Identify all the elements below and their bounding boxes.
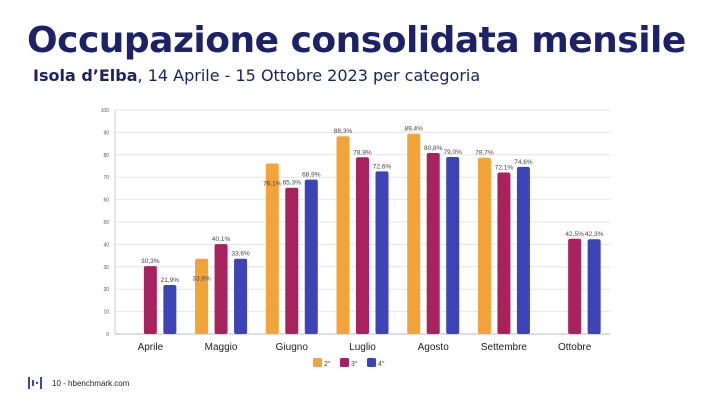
bar: [285, 187, 299, 334]
data-label: 80,8%: [424, 145, 443, 152]
occupancy-bar-chart: 0 10 20 30 40 50 60 70 80 90 100 30,3% 21,9% Aprile 33…: [101, 108, 610, 368]
data-label: 89,4%: [404, 126, 423, 133]
data-label: 42,5%: [565, 231, 584, 238]
footer-site: hbenchmark.com: [68, 378, 130, 388]
data-label: 78,7%: [475, 150, 494, 157]
data-label: 33,6%: [231, 251, 250, 258]
bar: [163, 284, 177, 334]
bar: [407, 133, 421, 334]
x-tick-label: Giugno: [276, 342, 309, 353]
x-tick-label: Maggio: [205, 342, 238, 353]
y-tick-label: 40: [103, 242, 109, 248]
bar: [516, 166, 530, 334]
page-title: Occupazione consolidata mensile: [27, 20, 686, 61]
y-tick-label: 50: [103, 220, 109, 226]
y-tick-label: 80: [103, 153, 109, 159]
x-tick-label: Ottobre: [558, 342, 592, 353]
bar: [375, 171, 389, 334]
footer-separator: -: [63, 378, 66, 388]
data-label: 72,1%: [495, 164, 514, 171]
y-tick-label: 0: [106, 332, 109, 338]
data-label: 42,3%: [585, 231, 604, 238]
legend-label: 4°: [378, 360, 385, 368]
bar: [214, 244, 228, 334]
footer-text: 10 - hbenchmark.com: [52, 379, 129, 388]
data-label: 40,1%: [212, 236, 231, 243]
data-label: 30,3%: [141, 258, 160, 265]
bar: [426, 153, 440, 334]
data-label: 76,1%: [263, 181, 282, 188]
data-label: 21,9%: [161, 277, 180, 284]
legend-label: 2°: [324, 360, 331, 368]
page-subtitle: Isola d’Elba, 14 Aprile - 15 Ottobre 202…: [33, 66, 480, 85]
subtitle-location: Isola d’Elba: [33, 66, 138, 85]
x-tick-label: Settembre: [481, 342, 528, 353]
occupancy-chart: 0 10 20 30 40 50 60 70 80 90 100 30,3% 21,9% Aprile 33…: [80, 98, 620, 378]
y-tick-label: 20: [103, 287, 109, 293]
x-tick-label: Aprile: [138, 342, 164, 353]
legend-swatch: [367, 358, 376, 367]
y-tick-label: 90: [103, 130, 109, 136]
bar: [568, 238, 582, 334]
bar: [195, 258, 209, 334]
data-label: 78,9%: [353, 149, 372, 156]
bar: [234, 258, 248, 334]
x-tick-label: Agosto: [418, 342, 450, 353]
bar: [477, 157, 491, 334]
y-tick-label: 30: [103, 265, 109, 271]
data-label: 79,0%: [443, 149, 462, 156]
y-tick-label: 60: [103, 198, 109, 204]
x-tick-label: Luglio: [349, 342, 376, 353]
y-tick-label: 70: [103, 175, 109, 181]
bar: [446, 157, 460, 334]
subtitle-period: , 14 Aprile - 15 Ottobre 2023 per catego…: [137, 66, 481, 85]
bar: [143, 266, 157, 334]
legend-label: 3°: [351, 360, 358, 368]
bar: [587, 239, 601, 334]
bar: [265, 163, 279, 334]
data-label: 68,9%: [302, 172, 321, 179]
data-label: 74,6%: [514, 159, 533, 166]
bar: [356, 157, 369, 334]
data-label: 65,3%: [283, 180, 302, 187]
data-label: 72,6%: [373, 163, 392, 170]
data-label: 33,6%: [192, 276, 211, 283]
y-tick-label: 10: [103, 310, 109, 316]
bar: [497, 172, 511, 334]
bar: [336, 136, 350, 334]
data-label: 88,3%: [334, 128, 353, 135]
footer: 10 - hbenchmark.com: [28, 376, 129, 390]
y-tick-label: 100: [101, 108, 110, 114]
footer-page-number: 10: [52, 378, 61, 388]
legend-swatch: [340, 358, 349, 367]
bar: [304, 179, 318, 334]
legend-swatch: [313, 358, 322, 367]
hbenchmark-logo-icon: [28, 377, 42, 389]
